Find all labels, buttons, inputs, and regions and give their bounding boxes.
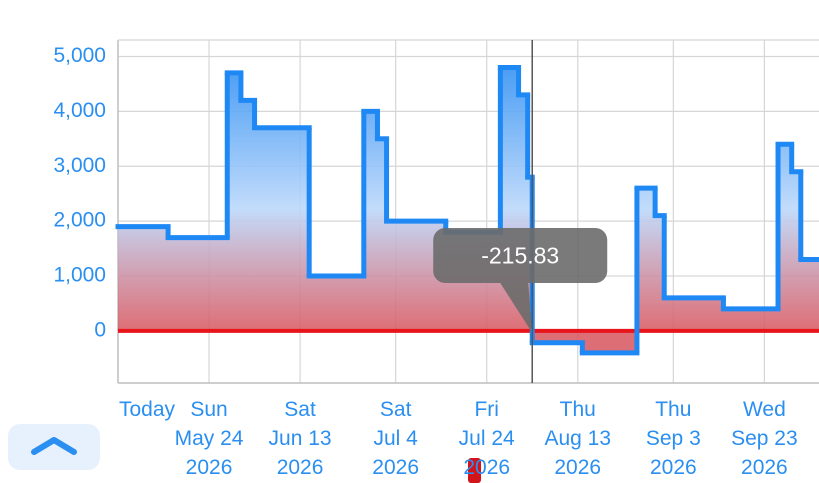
x-tick-label: Today xyxy=(119,398,176,421)
area-layer xyxy=(118,67,819,353)
y-tick-label: 3,000 xyxy=(53,154,106,177)
chevron-up-icon xyxy=(31,437,77,455)
x-tick-label: Wed Sep 23 2026 xyxy=(731,398,798,479)
y-tick-label: 0 xyxy=(94,318,106,341)
scroll-handle[interactable] xyxy=(468,458,481,483)
tooltip xyxy=(433,228,608,283)
collapse-button[interactable] xyxy=(8,424,100,470)
tooltip-pointer xyxy=(500,283,533,333)
y-tick-label: 1,000 xyxy=(53,264,106,287)
y-tick-label: 5,000 xyxy=(53,44,106,67)
y-tick-label: 4,000 xyxy=(53,99,106,122)
x-tick-label: Thu Aug 13 2026 xyxy=(544,398,612,479)
tooltip-value: -215.83 xyxy=(481,243,559,269)
y-tick-label: 2,000 xyxy=(53,209,106,232)
x-tick-label: Sat Jul 4 2026 xyxy=(372,398,420,479)
area-fill xyxy=(118,67,819,353)
x-tick-label: Sat Jun 13 2026 xyxy=(268,398,332,479)
x-tick-label: Sun May 24 2026 xyxy=(174,398,244,479)
overlay: -215.83 xyxy=(433,40,608,383)
x-tick-label: Thu Sep 3 2026 xyxy=(645,398,701,479)
x-tick-label: Fri Jul 24 2026 xyxy=(458,398,515,479)
